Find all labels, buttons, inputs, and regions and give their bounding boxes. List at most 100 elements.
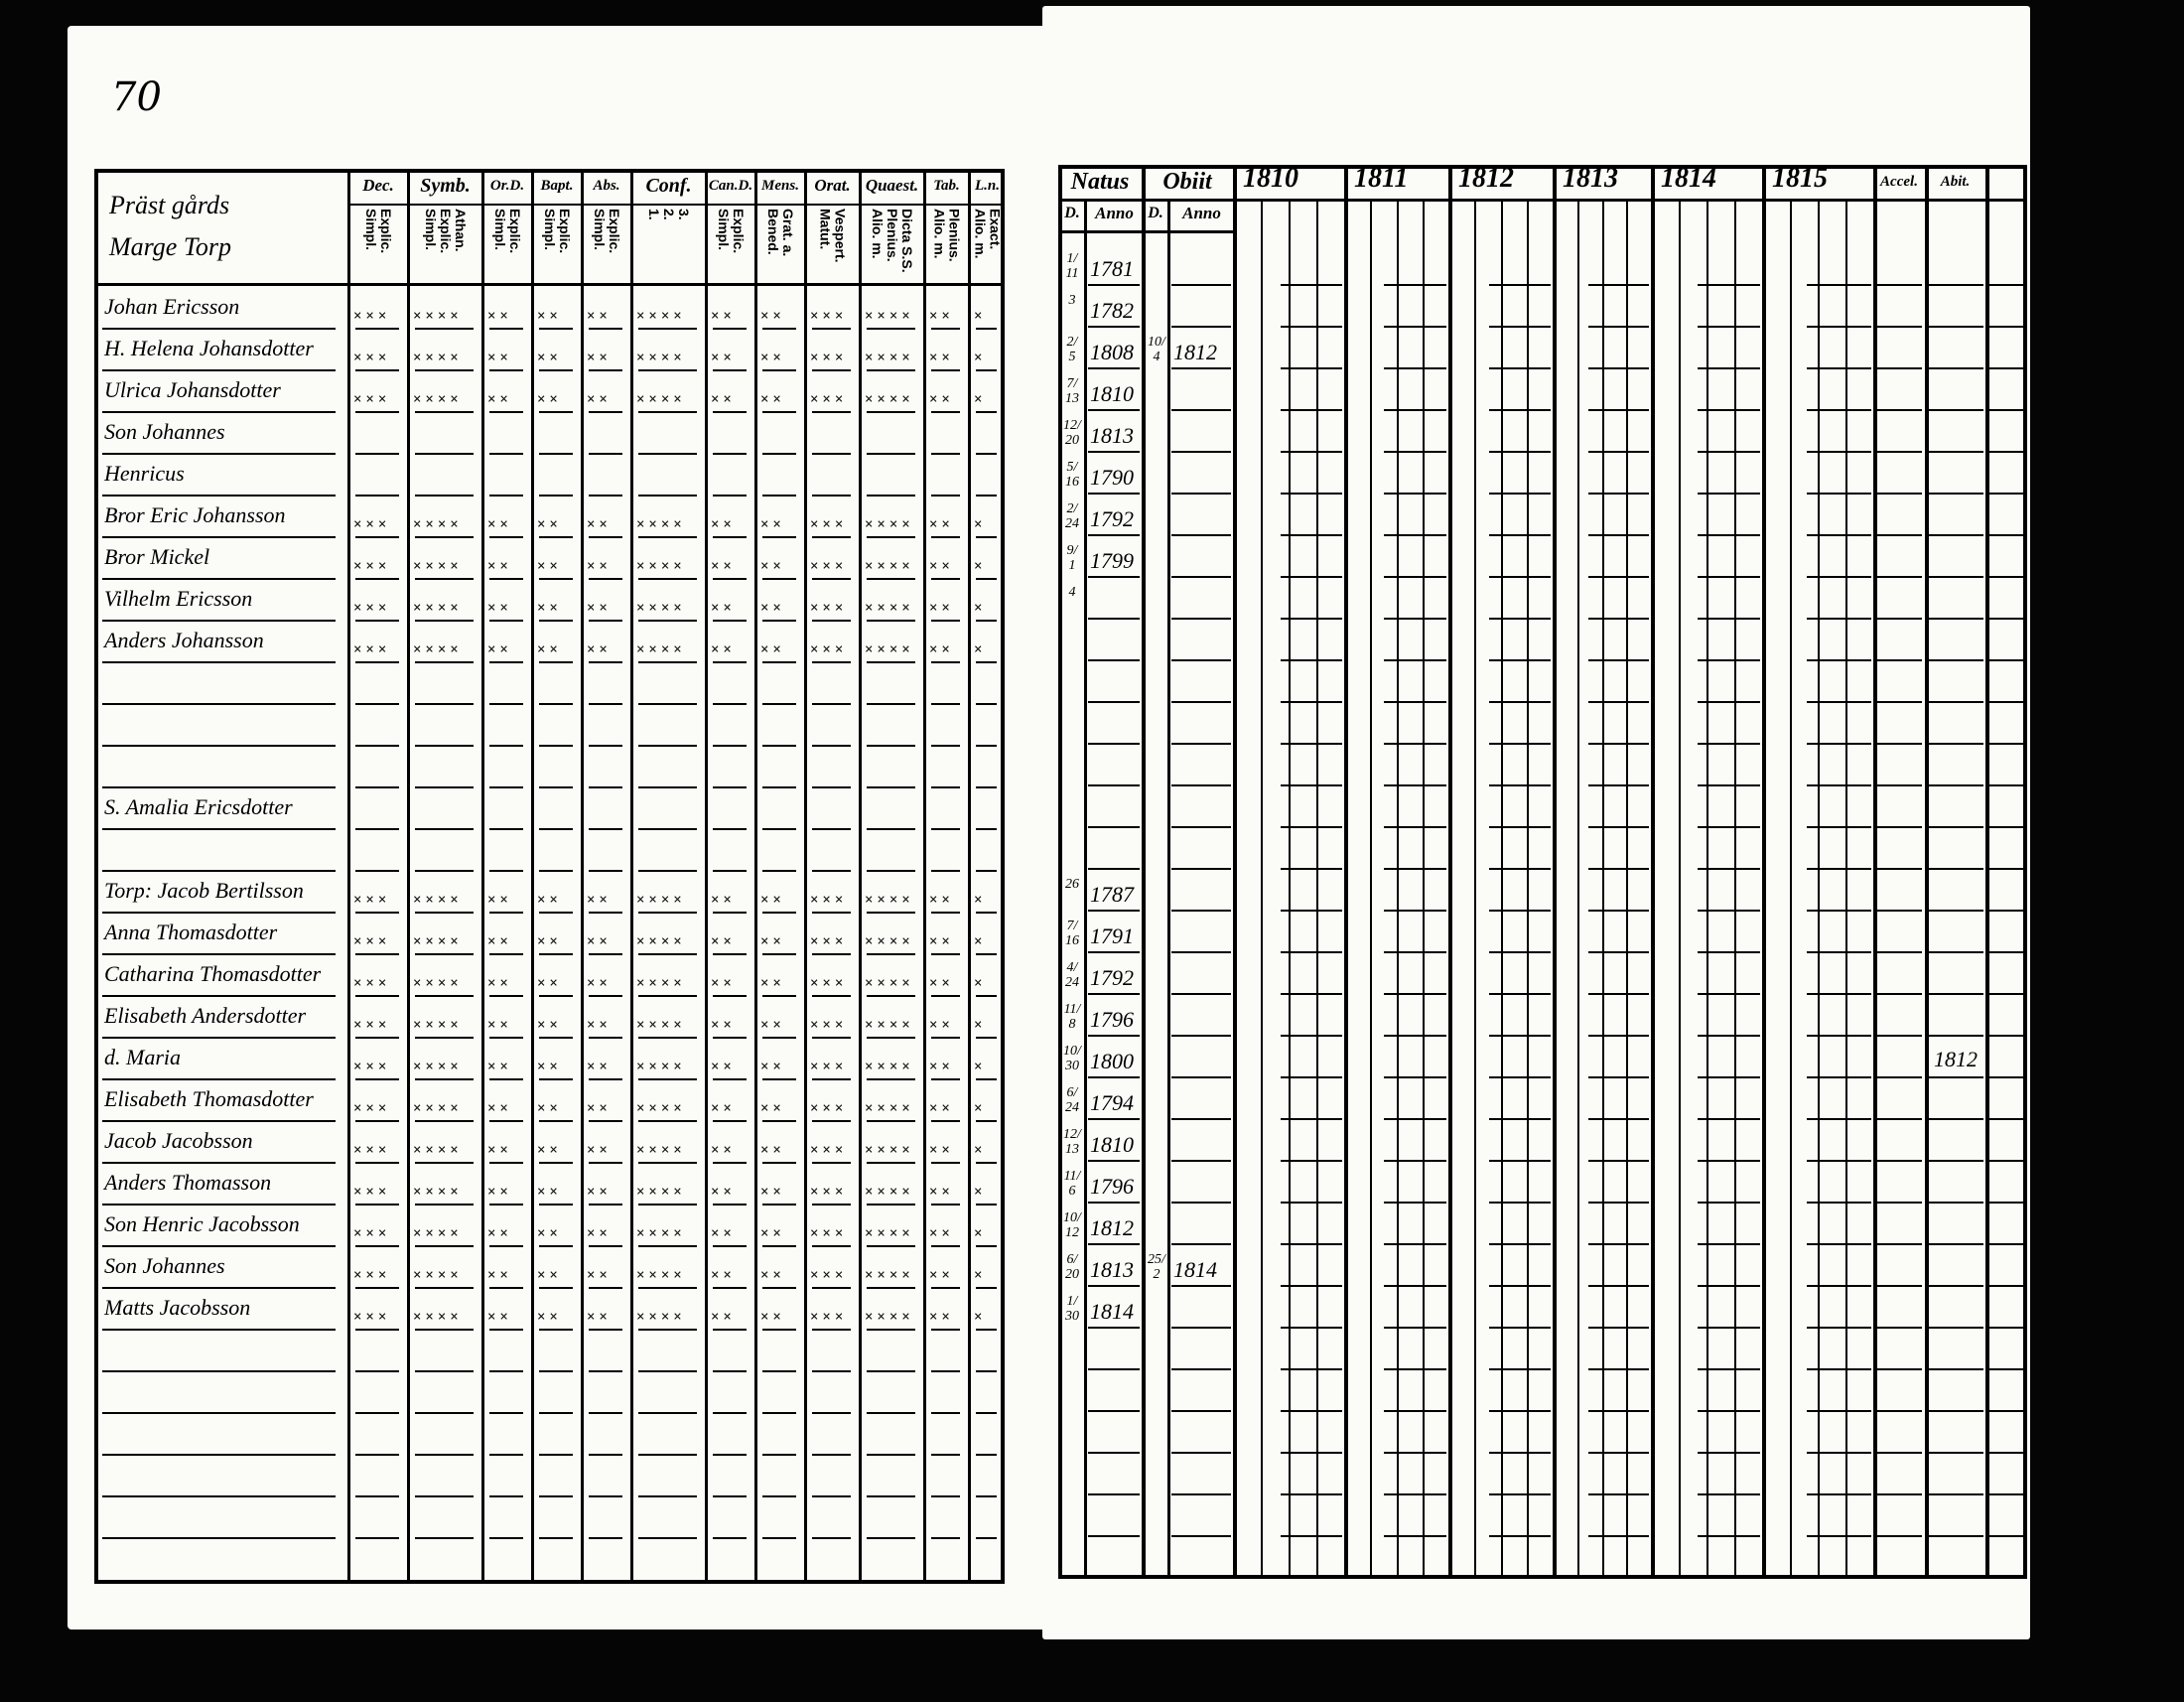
row-rule [415,1078,474,1080]
year-subcolumn-divider [1845,199,1847,1579]
subheader-label: Bened. [765,209,781,255]
register-name: Anna Thomasdotter [104,920,278,944]
row-rule [539,1495,573,1497]
row-rule [539,1329,573,1331]
day-part: 20 [1065,433,1079,448]
exam-mark: ×× [537,1225,562,1241]
year-subcolumn-divider [1679,199,1681,1579]
row-rule [1989,367,2025,369]
row-rule [812,1245,851,1247]
row-rule [1384,993,1446,995]
row-rule [1489,1535,1551,1537]
column-subheader: Grat. a. Bened. [756,206,804,284]
row-rule [713,1454,747,1456]
row-rule [1088,1452,1140,1454]
row-rule [976,745,997,747]
row-rule [931,1287,960,1289]
year-subcolumn-divider [1577,199,1579,1579]
exam-mark: × [974,1267,987,1283]
row-rule [976,1287,997,1289]
exam-mark: ×× [711,892,736,908]
exam-mark: ×× [929,1225,954,1241]
row-rule [102,995,336,997]
exam-mark: ×××× [636,350,686,365]
row-rule [1171,701,1231,703]
row-rule [713,828,747,830]
column-header-abs: Abs. [593,178,620,194]
row-rule [1171,1410,1231,1412]
exam-mark: ×× [760,975,785,991]
row-rule [589,1078,622,1080]
row-rule [1989,951,2025,953]
exam-mark: ×× [487,892,512,908]
row-rule [1588,743,1649,745]
row-rule [1489,1118,1551,1120]
row-rule [1489,1160,1551,1162]
row-rule [589,1454,622,1456]
row-rule [1698,326,1760,328]
row-rule [489,620,523,622]
day-part: 2/ [1066,501,1078,516]
row-rule [489,1370,523,1372]
row-rule [1281,1493,1342,1495]
row-rule [1876,743,1922,745]
row-rule [415,745,474,747]
exam-mark: ×× [537,308,562,324]
row-rule [1807,826,1871,828]
exam-mark: ××× [810,1017,848,1033]
column-subheader: Explic. Simpl. [533,206,581,284]
row-rule [415,1495,474,1497]
row-rule [1171,784,1231,786]
row-rule [976,1412,997,1414]
register-name: Jacob Jacobsson [104,1128,253,1153]
row-rule [1989,1243,2025,1245]
subheader-year: Anno [1182,204,1221,222]
row-rule [589,912,622,914]
row-rule [638,1495,697,1497]
row-rule [1876,367,1922,369]
row-rule [1384,701,1446,703]
row-rule [812,578,851,580]
row-rule [355,703,399,705]
exam-mark: ×××× [413,975,463,991]
row-rule [976,495,997,496]
row-rule [867,703,915,705]
row-rule [976,786,997,788]
row-rule [713,369,747,371]
exam-mark: ×××× [865,350,914,365]
exam-mark: ×× [711,1309,736,1325]
exam-mark: ×× [711,308,736,324]
header-rule [1058,230,1233,233]
row-rule [713,786,747,788]
row-rule [1171,326,1231,328]
row-rule [1929,993,1983,995]
row-rule [931,578,960,580]
row-rule [415,1370,474,1372]
row-rule [102,661,336,663]
row-rule [415,1454,474,1456]
birth-year: 1814 [1090,1299,1134,1324]
row-rule [976,578,997,580]
row-rule [1876,1035,1922,1037]
row-rule [1489,910,1551,912]
row-rule [812,828,851,830]
row-rule [638,745,697,747]
row-rule [812,1454,851,1456]
column-divider [531,169,534,1584]
exam-mark: ×× [760,1184,785,1200]
row-rule [589,411,622,413]
column-divider [1233,165,1237,1579]
row-rule [539,328,573,330]
row-rule [1171,451,1231,453]
row-rule [867,1454,915,1456]
row-rule [539,620,573,622]
row-rule [1989,1285,2025,1287]
column-subheader: Exact. Alio. m. [970,206,1005,284]
exam-mark: ×××× [413,1267,463,1283]
row-rule [1171,951,1231,953]
row-rule [355,995,399,997]
exam-mark: ×× [711,516,736,532]
row-rule [762,870,796,872]
register-name: Anders Johansson [104,628,264,652]
exam-mark: ××× [810,1100,848,1116]
